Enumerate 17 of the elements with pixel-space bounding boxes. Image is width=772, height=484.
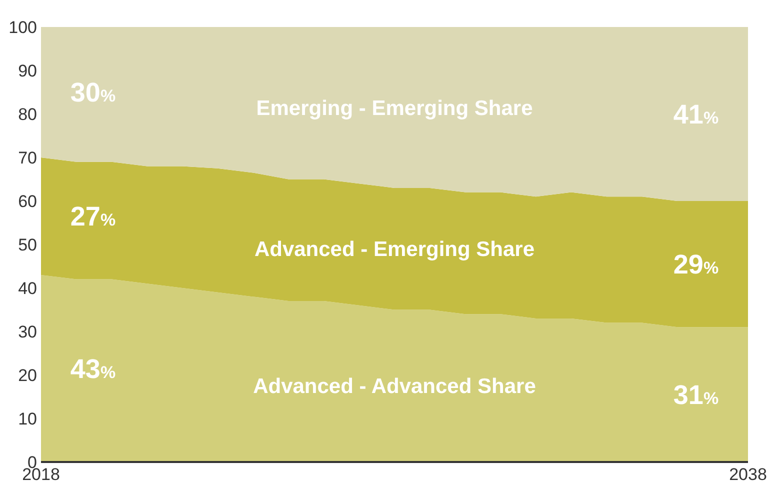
y-tick-label: 60 xyxy=(18,192,37,211)
y-tick-label: 30 xyxy=(18,322,37,342)
annotation: 30% xyxy=(70,78,116,108)
x-tick-label: 2038 xyxy=(729,465,767,484)
y-tick-label: 40 xyxy=(18,278,37,298)
series-label: Advanced - Emerging Share xyxy=(254,238,535,262)
annotation: 27% xyxy=(70,202,116,232)
y-tick-label: 50 xyxy=(18,235,37,254)
y-tick-label: 90 xyxy=(18,61,37,80)
annotation: 41% xyxy=(673,99,719,130)
y-tick-label: 70 xyxy=(18,148,37,168)
y-tick-label: 80 xyxy=(18,104,37,124)
y-tick-label: 20 xyxy=(18,366,37,385)
y-tick-label: 10 xyxy=(18,409,37,428)
y-tick-label: 100 xyxy=(8,18,37,37)
series-label: Emerging - Emerging Share xyxy=(256,96,533,120)
annotation: 29% xyxy=(673,250,719,280)
